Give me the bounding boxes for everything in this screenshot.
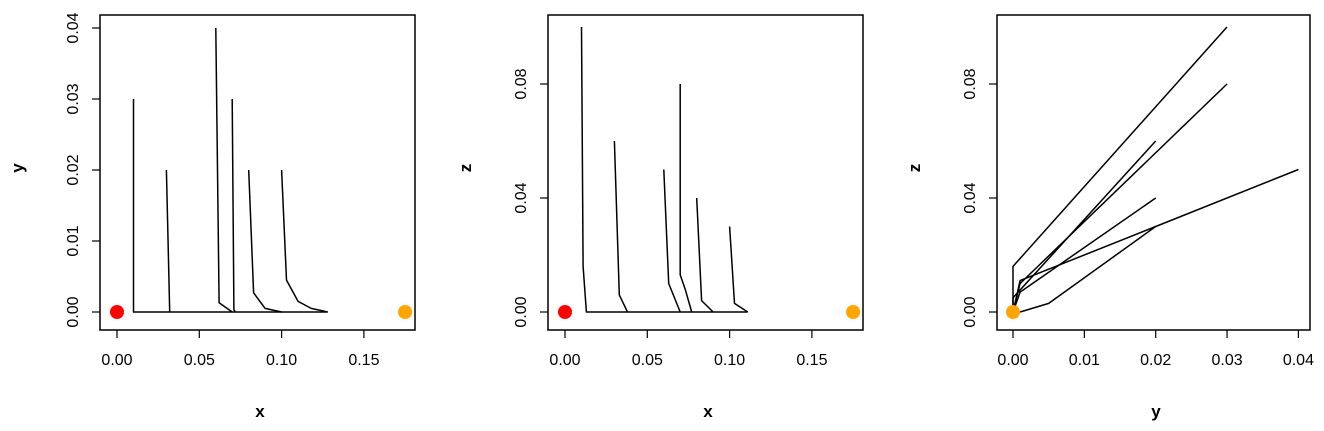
y-tick-label: 0.03	[65, 83, 82, 114]
end-marker	[398, 305, 413, 319]
x-tick-label: 0.05	[184, 352, 215, 369]
x-axis-label-3: y	[1151, 402, 1161, 421]
series-line-6	[1019, 225, 1157, 313]
series-line-1	[1012, 26, 1228, 312]
x-tick-label: 0.05	[632, 352, 663, 369]
x-tick-label: 0.00	[549, 352, 580, 369]
end-marker	[846, 305, 861, 319]
series-line-3	[215, 27, 233, 313]
y-tick-label: 0.04	[513, 182, 530, 213]
panel-1-marks: 0.00 0.05 0.10 0.15 0.00 0.01 0.02 0.03 0.04	[65, 12, 413, 369]
panel-2-marks: 0.00 0.05 0.10 0.15 0.00 0.04 0.08	[513, 26, 861, 369]
panel-1: x y	[8, 14, 416, 421]
y-tick-label: 0.04	[962, 182, 979, 213]
y-tick-label: 0.08	[962, 68, 979, 99]
start-marker	[558, 305, 572, 319]
y-axis-label-2: z	[456, 164, 475, 173]
x-axis-label-1: x	[255, 402, 265, 421]
series-line-4	[231, 98, 237, 313]
y-tick-label: 0.04	[65, 12, 82, 43]
series-line-5	[695, 197, 714, 313]
y-tick-label: 0.00	[513, 296, 530, 327]
y-axis-label-1: y	[8, 163, 27, 173]
y-tick-label: 0.01	[65, 225, 82, 256]
x-tick-label: 0.04	[1283, 352, 1314, 369]
series-line-2	[165, 169, 171, 313]
x-tick-label: 0.15	[796, 352, 827, 369]
series-line-4	[1012, 197, 1157, 313]
x-axis-label-2: x	[703, 402, 713, 421]
y-tick-label: 0.02	[65, 154, 82, 185]
series-line-4	[679, 84, 693, 313]
series-line-3	[663, 169, 681, 313]
start-marker	[110, 305, 124, 319]
panel-3-marks: 0.00 0.01 0.02 0.03 0.04 0.00 0.04 0.08	[962, 26, 1314, 369]
x-tick-label: 0.00	[101, 352, 132, 369]
series-line-1	[580, 26, 748, 313]
x-tick-label: 0.00	[997, 352, 1028, 369]
plot-frame-2	[547, 14, 864, 331]
series-line-6	[728, 226, 749, 313]
series-line-6	[280, 169, 328, 313]
panel-2: x z	[456, 14, 864, 421]
x-tick-label: 0.10	[714, 352, 745, 369]
series-line-3	[1012, 83, 1228, 313]
y-tick-label: 0.00	[65, 296, 82, 327]
plot-frame-3	[996, 14, 1311, 331]
y-tick-label: 0.00	[962, 296, 979, 327]
x-tick-label: 0.15	[348, 352, 379, 369]
series-line-2	[1012, 140, 1157, 312]
series-line-5	[1012, 168, 1299, 313]
series-line-2	[613, 140, 629, 313]
series-line-1	[132, 99, 328, 313]
x-tick-label: 0.02	[1140, 352, 1171, 369]
x-tick-label: 0.03	[1211, 352, 1242, 369]
panel-3: y z	[905, 14, 1311, 421]
end-marker	[1006, 305, 1020, 319]
x-tick-label: 0.01	[1069, 352, 1100, 369]
y-tick-label: 0.08	[513, 68, 530, 99]
series-line-5	[247, 169, 282, 313]
x-tick-label: 0.10	[266, 352, 297, 369]
y-axis-label-3: z	[905, 164, 924, 173]
plot-frame-1	[99, 14, 416, 331]
